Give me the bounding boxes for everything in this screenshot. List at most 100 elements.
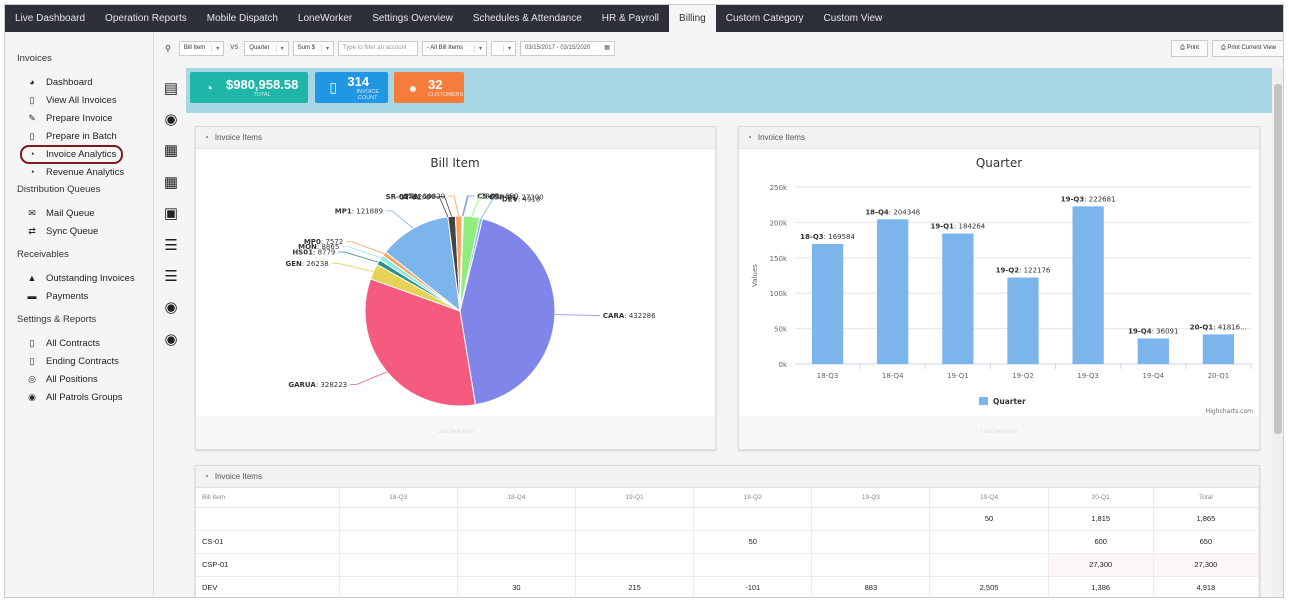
sidebar-item-payments[interactable]: ▬ Payments (5, 287, 153, 305)
bar[interactable] (942, 233, 974, 364)
sidebar-item-all-positions[interactable]: ◎ All Positions (5, 370, 153, 388)
date-range-input[interactable]: 03/15/2017 - 03/15/2020 ▦ (519, 40, 615, 56)
sidebar-item-all-patrols-groups[interactable]: ◉ All Patrols Groups (5, 388, 153, 406)
calendar-icon[interactable]: ▦ (163, 142, 179, 160)
sidebar-item-sync-queue[interactable]: ⇄ Sync Queue (5, 222, 153, 240)
panel-footer: Last Time Ever (196, 416, 715, 449)
document-icon: ▯ (29, 355, 35, 366)
tab-custom-category[interactable]: Custom Category (725, 13, 804, 24)
slice-label: GEN (285, 260, 302, 268)
bar-chart-panel: ◔ Invoice Items Quarter 0k 50k 100k 150k 200k 2… (738, 126, 1260, 450)
table-row[interactable]: CSP-01 27,300 27,300 (196, 553, 1260, 577)
column-header[interactable]: 19-Q4 (929, 488, 1049, 508)
pie-slice[interactable] (384, 216, 461, 313)
column-header[interactable]: 18-Q4 (457, 488, 577, 508)
list-icon[interactable]: ☰ (164, 268, 178, 286)
tab-loneworker[interactable]: LoneWorker (297, 13, 353, 24)
bar[interactable] (1137, 338, 1169, 364)
extra-select[interactable]: ▾ (490, 40, 516, 56)
pie-slice[interactable] (459, 218, 556, 406)
bar[interactable] (1007, 277, 1039, 364)
sidebar-item-outstanding-invoices[interactable]: ▲ Outstanding Invoices (5, 269, 153, 287)
slice-label: GARUA (288, 381, 316, 389)
tab-mobile-dispatch[interactable]: Mobile Dispatch (206, 13, 278, 24)
column-header[interactable]: 19-Q3 (811, 488, 931, 508)
slice-label: CARA (603, 312, 625, 320)
column-header[interactable]: 19-Q2 (693, 488, 813, 508)
tab-custom-view[interactable]: Custom View (823, 13, 883, 24)
account-filter-input[interactable]: Type to filter an account (337, 40, 418, 56)
table-cell (339, 576, 458, 597)
page-scrollbar[interactable] (1272, 68, 1283, 597)
column-header[interactable]: 18-Q3 (339, 488, 458, 508)
table-cell (339, 530, 458, 554)
position-icon: ◎ (28, 373, 36, 384)
table-cell (575, 507, 695, 531)
bar[interactable] (1072, 206, 1104, 364)
calendar-icon[interactable]: ▦ (604, 44, 610, 51)
column-header[interactable]: 19-Q1 (575, 488, 695, 508)
sidebar-item-dashboard[interactable]: ◕ Dashboard (5, 73, 153, 91)
sidebar-item-invoice-analytics[interactable]: ◔ Invoice Analytics (5, 145, 153, 164)
search-icon[interactable]: ⚲ (165, 43, 171, 53)
briefcase-icon[interactable]: ▤ (163, 79, 179, 97)
panel-footer: Last Time Ever (739, 416, 1259, 449)
print-current-view-button[interactable]: ⎙ Print Current View (1211, 39, 1283, 57)
svg-text:CSP-01: 27300: CSP-01: 27300 (489, 193, 544, 201)
tab-billing[interactable]: Billing (669, 5, 716, 32)
credits-link[interactable]: Highcharts.com (1206, 408, 1253, 415)
vs-label: VS (230, 45, 239, 51)
pie-slice[interactable] (364, 278, 477, 407)
table-row[interactable]: CS-01 50 600 650 (196, 530, 1260, 554)
globe-icon[interactable]: ◉ (164, 330, 178, 348)
tab-operation-reports[interactable]: Operation Reports (105, 13, 187, 24)
panel-header: ◔ Invoice Items (739, 127, 1259, 149)
bar[interactable] (877, 219, 909, 364)
sidebar-item-revenue-analytics[interactable]: ◔ Revenue Analytics (5, 163, 153, 181)
column-header[interactable]: 20-Q1 (1048, 488, 1154, 508)
sidebar-item-mail-queue[interactable]: ✉ Mail Queue (5, 204, 153, 222)
x-tick-label: 19-Q4 (1142, 372, 1164, 380)
pie-label: STA: 10820 (404, 193, 460, 217)
calendar-icon[interactable]: ▦ (163, 173, 179, 191)
column-header[interactable]: Total (1153, 488, 1260, 508)
globe-icon[interactable]: ◉ (164, 111, 178, 129)
tab-live-dashboard[interactable]: Live Dashboard (15, 13, 86, 24)
sidebar-item-prepare-invoice[interactable]: ✎ Prepare Invoice (5, 109, 153, 127)
sidebar-item-label: All Contracts (46, 337, 100, 349)
print-button[interactable]: ⎙ Print (1171, 39, 1208, 57)
legend[interactable]: Quarter (979, 397, 1026, 406)
grid-icon[interactable]: ▣ (163, 205, 179, 223)
globe-icon[interactable]: ◉ (164, 299, 178, 317)
sidebar-item-label: Payments (46, 290, 89, 302)
sidebar-item-view-all-invoices[interactable]: ▯ View All Invoices (5, 91, 153, 109)
bill-items-select[interactable]: - All Bill Items ▾ (421, 40, 487, 56)
column-header[interactable]: Bill Item (196, 488, 340, 508)
pie-slice[interactable] (454, 215, 463, 312)
table-row[interactable]: 50 1,815 1,865 (196, 507, 1260, 531)
table-cell: 1,386 (1048, 576, 1154, 597)
table-cell (457, 507, 577, 531)
sidebar-section-invoices: Invoices (17, 53, 52, 64)
list-icon[interactable]: ☰ (164, 236, 178, 254)
sidebar-item-ending-contracts[interactable]: ▯ Ending Contracts (5, 352, 153, 370)
compare-select[interactable]: Quarter ▾ (244, 40, 289, 56)
table-cell (339, 553, 458, 577)
bar[interactable] (811, 243, 844, 364)
tab-hr-payroll[interactable]: HR & Payroll (601, 13, 660, 24)
y-axis-label: Values (751, 264, 759, 287)
tab-settings-overview[interactable]: Settings Overview (372, 13, 453, 24)
tab-schedules-attendance[interactable]: Schedules & Attendance (472, 13, 582, 24)
legend-swatch (979, 397, 988, 405)
pie-chart-icon: ◔ (204, 133, 209, 142)
measure-select[interactable]: Sum $ ▾ (292, 40, 334, 56)
group-by-select[interactable]: Bill Item ▾ (178, 40, 225, 56)
table-cell: 215 (575, 576, 695, 597)
scrollbar-thumb[interactable] (1274, 84, 1282, 434)
table-row[interactable]: DEV 30 215 -101 883 2,505 1,386 4,918 (196, 576, 1260, 597)
print-icon: ⎙ (1220, 44, 1226, 51)
sidebar-item-all-contracts[interactable]: ▯ All Contracts (5, 334, 153, 352)
sidebar-item-prepare-in-batch[interactable]: ▯ Prepare in Batch (5, 127, 153, 145)
table-cell: 27,300 (1153, 553, 1260, 577)
bar[interactable] (1202, 334, 1235, 364)
